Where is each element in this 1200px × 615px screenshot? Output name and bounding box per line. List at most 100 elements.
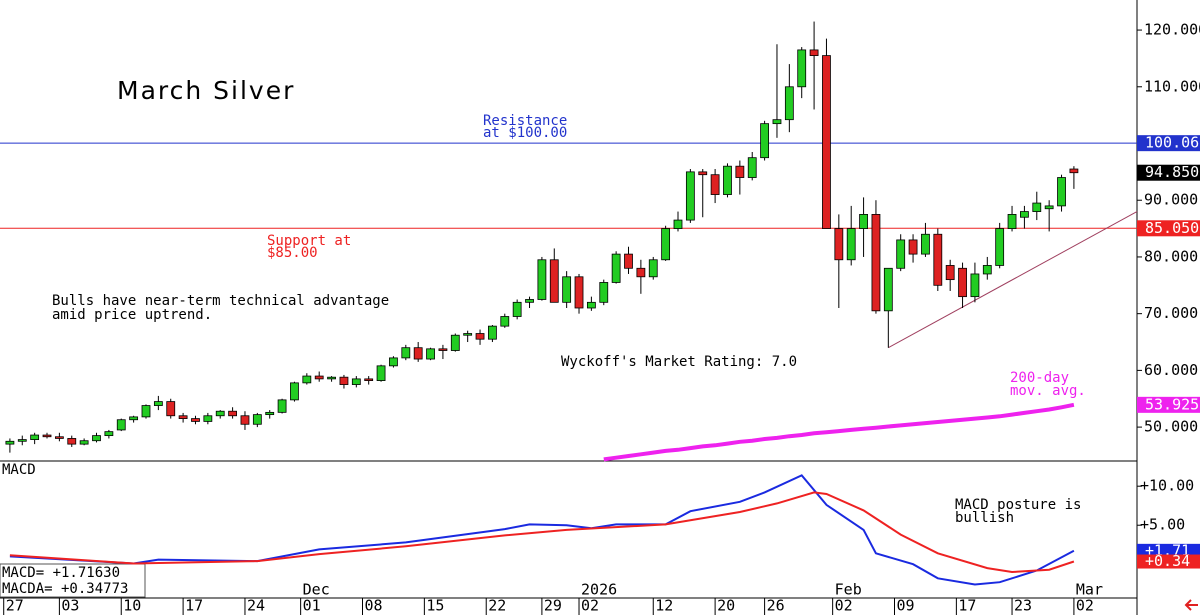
candle-body	[339, 376, 349, 385]
x-tick-label: 22	[488, 597, 506, 615]
candle-body	[401, 347, 411, 359]
x-tick-label: 01	[303, 597, 321, 615]
y-tick-label: 110.000	[1144, 77, 1200, 95]
y-tick-label: 70.000	[1144, 304, 1198, 322]
x-tick-label: 17	[185, 597, 203, 615]
y-tick-label: +5.00	[1140, 516, 1185, 534]
candle-body	[67, 438, 77, 445]
level-marker-label: 85.050	[1145, 219, 1199, 237]
candle-body	[141, 405, 151, 418]
candle-body	[661, 228, 671, 261]
candle-body	[475, 333, 485, 340]
candle-body	[735, 165, 745, 178]
candle-body	[797, 49, 807, 88]
ma-label: 200-day	[1010, 370, 1069, 386]
candle-body	[166, 401, 176, 417]
level-note: $85.00	[267, 245, 318, 261]
trendline	[888, 211, 1138, 349]
candle-body	[438, 348, 448, 351]
candle-body	[5, 440, 15, 445]
level-note: Support at	[267, 233, 351, 249]
candle-body	[822, 55, 831, 229]
candle-body	[599, 282, 609, 303]
candle-body	[215, 410, 225, 417]
candle-body	[376, 365, 386, 381]
candle-body	[364, 378, 374, 381]
candle-body	[921, 233, 930, 255]
macd-marker	[1137, 554, 1200, 569]
ma-marker	[1137, 396, 1200, 413]
candle-body	[488, 325, 497, 340]
candle-body	[314, 375, 324, 380]
y-tick-label: 90.000	[1144, 191, 1198, 209]
candle-body	[252, 414, 262, 425]
candle-body	[178, 415, 188, 419]
macd-note: MACD posture is	[955, 497, 1081, 513]
candle-body	[611, 253, 621, 283]
level-note: at $100.00	[483, 125, 567, 141]
x-tick-label: 08	[365, 597, 383, 615]
candle-body	[525, 299, 534, 303]
candle-body	[240, 415, 250, 425]
x-tick-label: 20	[717, 597, 735, 615]
candle-body	[426, 348, 435, 360]
candle-body	[153, 401, 163, 406]
month-label: 2026	[581, 581, 617, 599]
y-tick-label: 120.000	[1144, 21, 1200, 39]
candle-body	[537, 259, 547, 300]
candle-body	[871, 214, 881, 312]
candle-body	[277, 399, 287, 413]
readout: MACD= +1.71630	[2, 565, 120, 581]
candle-body	[685, 171, 695, 221]
candle-body	[1057, 177, 1066, 207]
candle-body	[116, 419, 126, 431]
candle-body	[265, 411, 275, 416]
candle-body	[958, 267, 967, 298]
candle-body	[389, 357, 398, 367]
candle-body	[450, 334, 460, 351]
x-tick-label: 02	[1076, 597, 1094, 615]
macd-marker-label: +0.34	[1145, 552, 1190, 570]
candle-body	[710, 174, 720, 195]
candle-body	[908, 239, 918, 255]
candle-body	[191, 418, 200, 422]
candle-body	[698, 171, 708, 176]
y-tick-label: 50.000	[1144, 418, 1198, 436]
candle-body	[351, 378, 361, 385]
month-label: Feb	[835, 581, 862, 599]
candle-body	[463, 333, 473, 336]
candle-body	[562, 276, 572, 303]
candle-body	[574, 276, 584, 309]
level-note: Resistance	[483, 113, 567, 129]
candle-body	[624, 253, 633, 269]
y-tick-label: +10.00	[1140, 477, 1194, 495]
candle-body	[327, 376, 336, 380]
candle-body	[772, 119, 782, 125]
x-tick-label: 26	[767, 597, 785, 615]
commentary: Bulls have near-term technical advantage	[52, 293, 389, 309]
level-marker-label: 100.060	[1145, 134, 1200, 152]
macd-marker	[1137, 543, 1200, 558]
candle-body	[636, 267, 646, 278]
candle-body	[933, 233, 943, 286]
candle-body	[302, 375, 312, 384]
level-marker	[1137, 135, 1200, 152]
candle-body	[549, 259, 559, 303]
candle-body	[784, 86, 794, 121]
month-label: Dec	[303, 581, 330, 599]
macd-note: bullish	[955, 510, 1014, 526]
candle-body	[1044, 205, 1054, 210]
level-marker	[1137, 220, 1200, 237]
readout-box	[0, 563, 146, 598]
x-tick-label: 03	[61, 597, 79, 615]
x-tick-label: 23	[1014, 597, 1032, 615]
candle-body	[228, 410, 237, 417]
candle-body	[92, 435, 101, 442]
x-tick-label: 17	[958, 597, 976, 615]
candle-body	[512, 301, 522, 317]
panel-title: MACD	[2, 462, 36, 478]
candle-body	[500, 316, 510, 327]
candle-body	[673, 219, 683, 229]
